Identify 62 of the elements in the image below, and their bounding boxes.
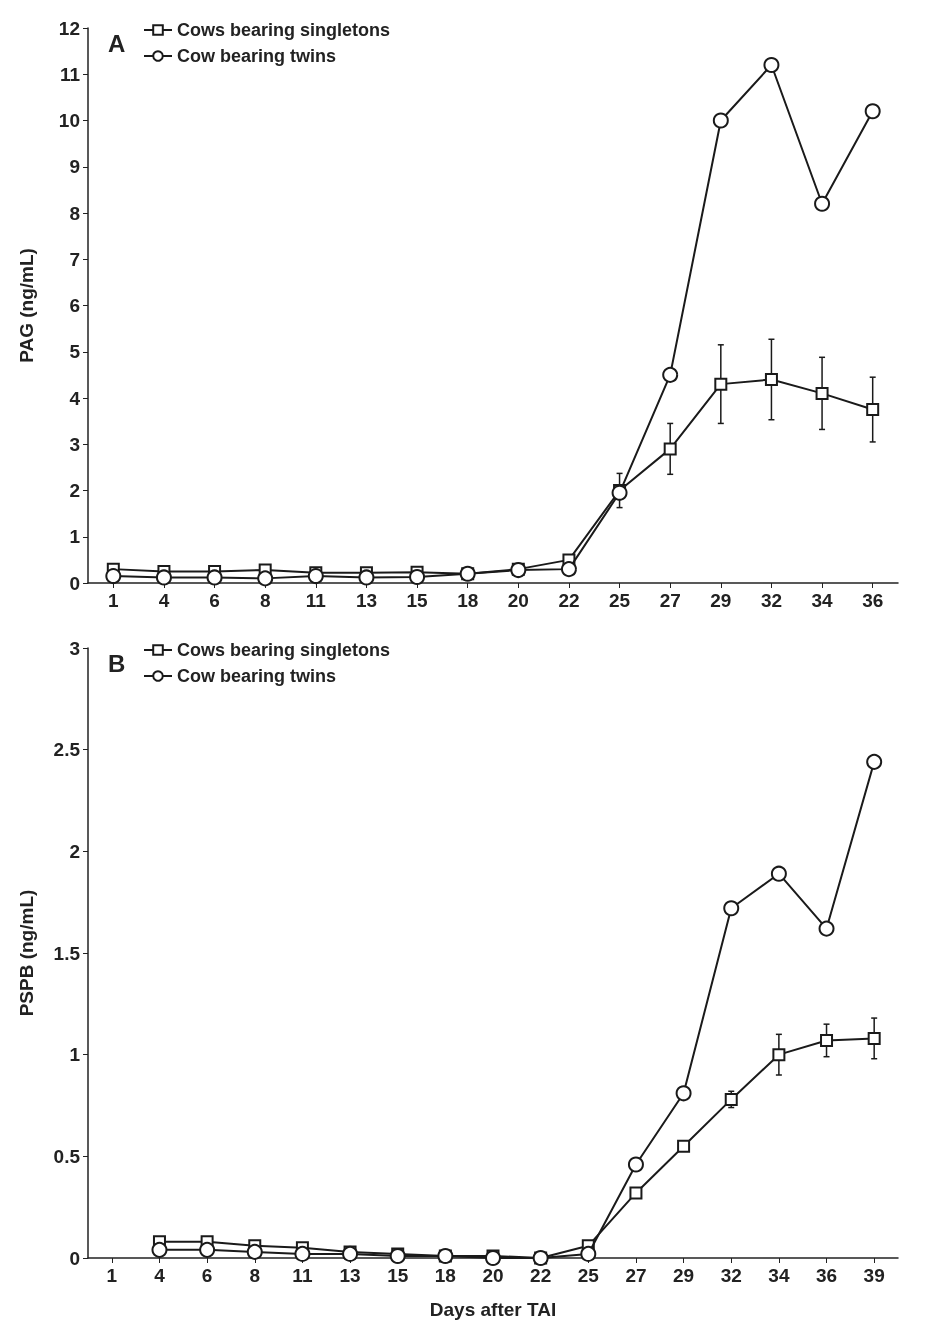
- y-tick-label: 1: [69, 526, 81, 548]
- legend-label: Cow bearing twins: [177, 666, 337, 686]
- x-tick-label: 25: [608, 590, 631, 611]
- y-tick-label: 12: [58, 17, 80, 39]
- chart-title: B: [108, 649, 126, 677]
- y-tick-label: 6: [69, 295, 80, 316]
- x-tick-label: 22: [558, 590, 580, 611]
- x-tick-label: 34: [811, 590, 834, 611]
- y-tick-label: 2.5: [53, 739, 81, 761]
- y-tick-label: 11: [59, 63, 81, 85]
- y-tick-label: 10: [58, 110, 80, 131]
- y-tick-label: 1: [69, 1044, 81, 1066]
- chart-title: A: [108, 29, 126, 57]
- x-tick-label: 6: [201, 1265, 213, 1286]
- x-tick-label: 18: [434, 1265, 456, 1286]
- x-tick-label: 39: [863, 1265, 885, 1286]
- x-tick-label: 8: [259, 590, 271, 611]
- x-tick-label: 11: [292, 1265, 313, 1286]
- x-tick-label: 13: [355, 590, 378, 611]
- y-tick-label: 8: [69, 202, 80, 224]
- x-tick-label: 4: [158, 590, 170, 611]
- y-axis-title: PSPB (ng/mL): [16, 889, 37, 1017]
- x-tick-label: 1: [108, 590, 120, 611]
- x-tick-label: 27: [625, 1265, 647, 1286]
- x-tick-label: 11: [305, 590, 327, 611]
- x-tick-label: 1: [106, 1265, 118, 1286]
- y-tick-label: 4: [69, 387, 81, 409]
- x-tick-label: 25: [577, 1265, 600, 1286]
- x-tick-label: 20: [507, 590, 529, 611]
- y-tick-label: 3: [69, 433, 80, 455]
- x-tick-label: 32: [720, 1265, 742, 1286]
- x-tick-label: 15: [406, 590, 429, 611]
- y-axis-title: PAG (ng/mL): [16, 248, 37, 363]
- x-tick-label: 20: [482, 1265, 504, 1286]
- x-tick-label: 8: [249, 1265, 261, 1286]
- x-tick-label: 29: [673, 1265, 695, 1286]
- legend-label: Cows bearing singletons: [177, 20, 391, 40]
- x-tick-label: 36: [862, 590, 884, 611]
- y-tick-label: 9: [69, 156, 80, 178]
- x-tick-label: 13: [339, 1265, 361, 1286]
- y-tick-label: 2: [69, 480, 80, 501]
- x-axis-title: Days after TAI: [429, 1299, 557, 1320]
- x-tick-label: 6: [209, 590, 220, 611]
- y-tick-label: 5: [69, 341, 81, 363]
- x-tick-label: 4: [154, 1265, 166, 1286]
- x-tick-label: 34: [768, 1265, 790, 1286]
- y-tick-label: 2: [69, 840, 80, 862]
- legend-label: Cows bearing singletons: [177, 640, 391, 660]
- x-tick-label: 15: [387, 1265, 409, 1286]
- x-tick-label: 36: [815, 1265, 838, 1286]
- x-tick-label: 27: [659, 590, 681, 611]
- y-tick-label: 0: [69, 572, 80, 594]
- x-tick-label: 32: [760, 590, 783, 611]
- y-tick-label: 0.5: [53, 1145, 81, 1167]
- x-tick-label: 22: [530, 1265, 552, 1286]
- y-tick-label: 7: [69, 248, 80, 270]
- y-tick-label: 3: [69, 637, 80, 659]
- x-tick-label: 18: [457, 590, 479, 611]
- y-tick-label: 0: [69, 1247, 80, 1269]
- y-tick-label: 1.5: [53, 942, 81, 964]
- legend-label: Cow bearing twins: [177, 46, 337, 66]
- x-tick-label: 29: [710, 590, 732, 611]
